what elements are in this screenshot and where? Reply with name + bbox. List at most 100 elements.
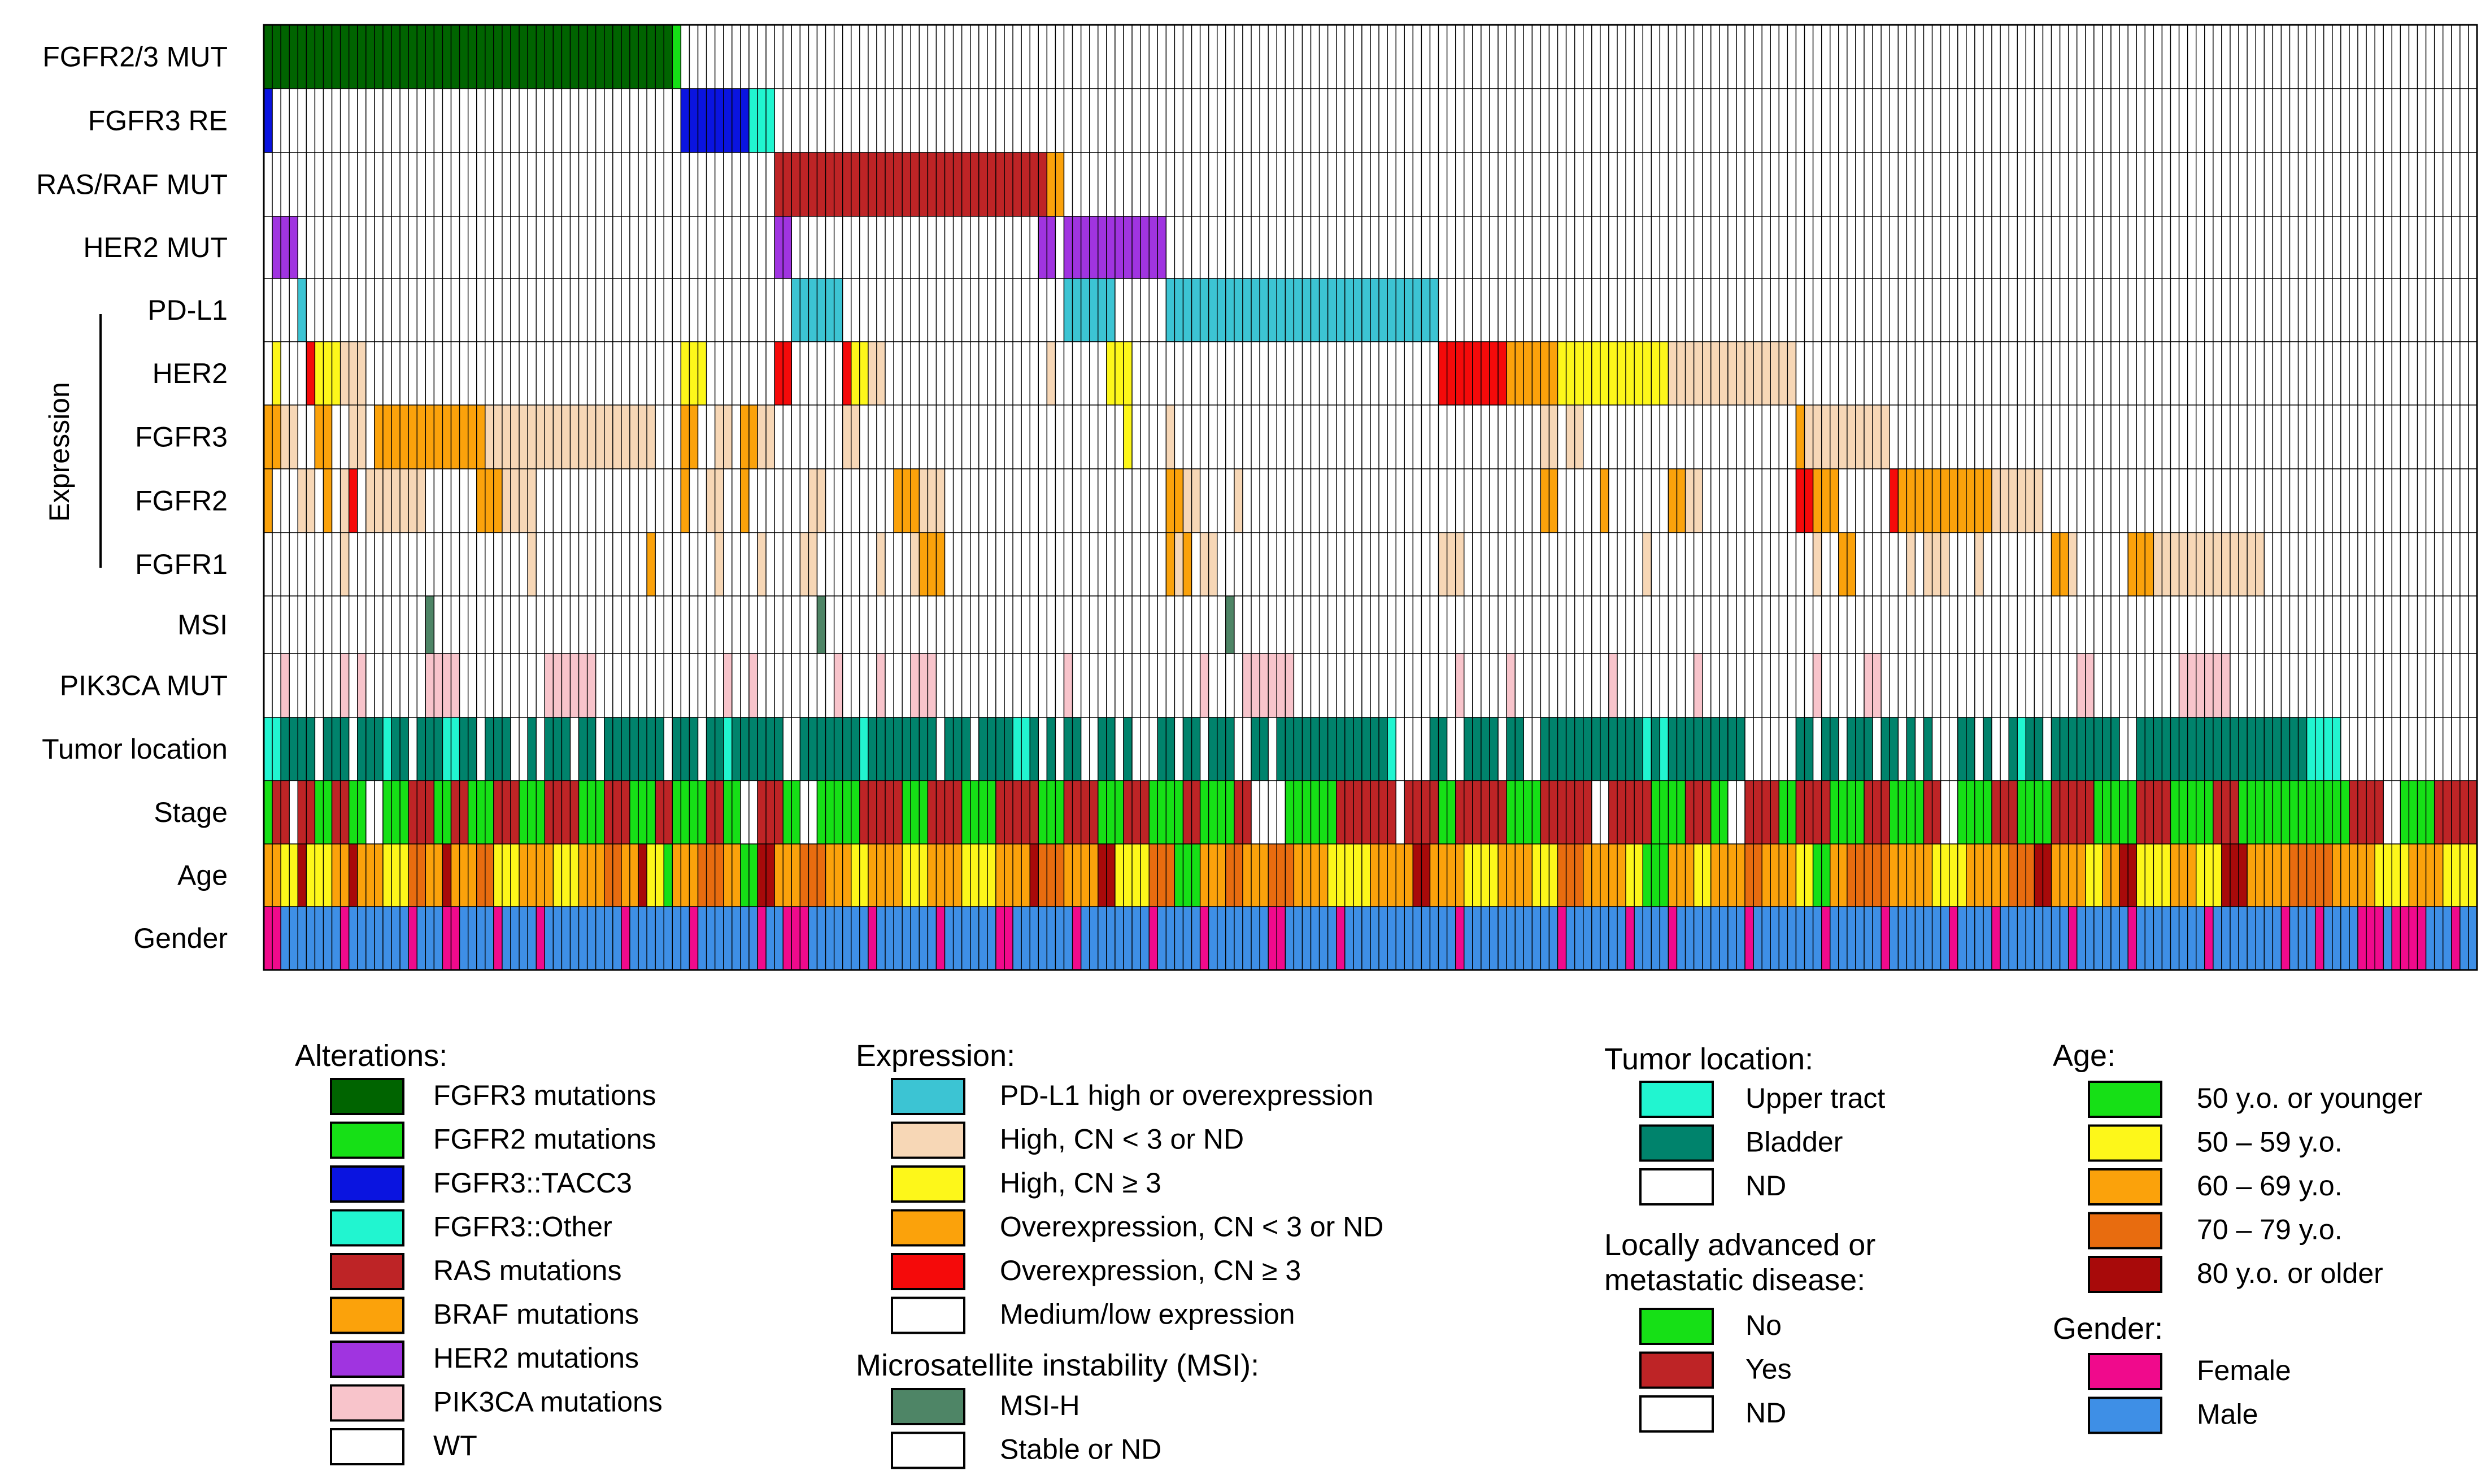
cell [2280, 595, 2291, 654]
cell [2383, 404, 2393, 469]
cell [2204, 532, 2214, 597]
cell [2468, 152, 2478, 217]
cell [1855, 532, 1865, 597]
cell [459, 24, 469, 89]
cell [485, 404, 494, 469]
cell [816, 216, 826, 279]
cell [331, 906, 341, 971]
cell [1072, 404, 1082, 469]
cell [1455, 906, 1465, 971]
cell [1225, 717, 1235, 781]
cell [1531, 780, 1542, 845]
cell [748, 532, 758, 597]
cell [1966, 780, 1975, 845]
cell [433, 843, 443, 907]
cell [1991, 532, 2001, 597]
cell [1659, 595, 1669, 654]
cell [1719, 88, 1729, 153]
cell [1701, 595, 1712, 654]
cell [578, 906, 588, 971]
cell [2067, 906, 2078, 971]
cell [689, 906, 699, 971]
cell [927, 595, 937, 654]
cell [2263, 843, 2274, 907]
cell [272, 906, 281, 971]
cell [2119, 595, 2128, 654]
cell [331, 468, 341, 533]
cell [510, 468, 520, 533]
cell [2417, 653, 2427, 718]
cell [1106, 717, 1116, 781]
cell [927, 341, 937, 406]
cell [1225, 595, 1235, 654]
cell [1182, 278, 1192, 342]
cell [1855, 717, 1865, 781]
cell [493, 468, 503, 533]
cell [1234, 653, 1243, 718]
cell [1395, 843, 1405, 907]
cell [493, 152, 503, 217]
cell [1140, 780, 1150, 845]
cell [765, 653, 775, 718]
cell [1684, 152, 1695, 217]
cell [1021, 843, 1030, 907]
cell [970, 152, 980, 217]
cell [1336, 216, 1346, 279]
cell [612, 24, 622, 89]
cell [331, 24, 341, 89]
cell [612, 404, 622, 469]
cell [2306, 152, 2316, 217]
cell [297, 152, 307, 217]
cell [2247, 216, 2256, 279]
cell [2119, 404, 2128, 469]
cell [339, 152, 350, 217]
cell [1864, 404, 1873, 469]
cell [833, 216, 843, 279]
cell [1404, 780, 1414, 845]
cell [1600, 216, 1609, 279]
cell [272, 595, 281, 654]
cell [697, 595, 707, 654]
row-pik3ca [263, 653, 2478, 718]
cell [416, 595, 426, 654]
cell [1880, 404, 1890, 469]
cell [416, 88, 426, 153]
cell [1523, 341, 1533, 406]
cell [1914, 653, 1925, 718]
cell [1115, 152, 1124, 217]
cell [1123, 278, 1133, 342]
cell [1974, 780, 1984, 845]
cell [1617, 404, 1626, 469]
cell [1072, 24, 1082, 89]
cell [1004, 595, 1013, 654]
cell [1804, 906, 1814, 971]
cell [2110, 404, 2120, 469]
cell [2119, 653, 2128, 718]
cell [1225, 88, 1235, 153]
cell [782, 404, 792, 469]
cell [2110, 468, 2120, 533]
cell [2110, 532, 2120, 597]
cell [2025, 152, 2035, 217]
cell [1812, 532, 1822, 597]
cell [1157, 88, 1167, 153]
cell [893, 532, 903, 597]
cell [1123, 216, 1133, 279]
cell [833, 843, 843, 907]
cell [536, 88, 545, 153]
cell [1481, 906, 1490, 971]
cell [2332, 843, 2341, 907]
cell [459, 216, 469, 279]
cell [1063, 843, 1073, 907]
cell [1327, 780, 1337, 845]
cell [1438, 653, 1448, 718]
cell [510, 216, 520, 279]
cell [1242, 341, 1252, 406]
cell [1957, 717, 1967, 781]
cell [961, 906, 971, 971]
cell [519, 278, 528, 342]
cell [927, 404, 937, 469]
cell [1864, 906, 1873, 971]
cell [1608, 216, 1618, 279]
cell [638, 906, 647, 971]
